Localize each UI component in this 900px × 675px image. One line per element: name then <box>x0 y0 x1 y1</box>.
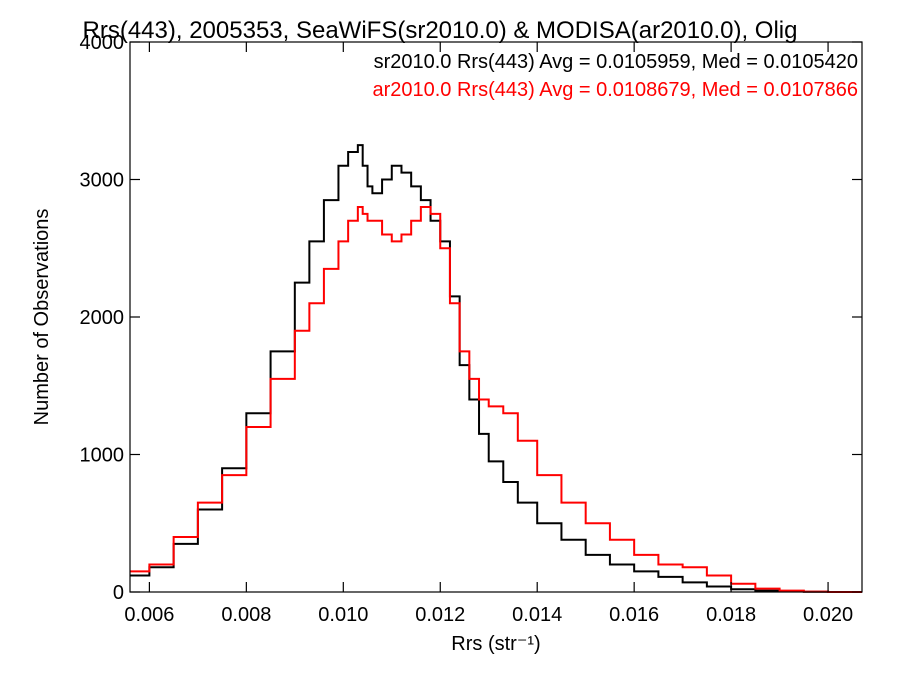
x-tick-label: 0.012 <box>415 604 465 626</box>
series-line-0 <box>130 144 862 593</box>
x-tick-label: 0.008 <box>221 604 271 626</box>
x-tick-label: 0.018 <box>706 604 756 626</box>
series-line-1 <box>130 206 862 593</box>
plot-area: 0.006 0.008 0.010 0.012 0.014 0.016 0.018 0.020… <box>80 32 863 626</box>
y-tick-label: 4000 <box>80 32 125 54</box>
legend-entry-ar2010: ar2010.0 Rrs(443) Avg = 0.0108679, Med =… <box>372 79 858 101</box>
plot-frame <box>129 41 863 593</box>
x-tick-label: 0.020 <box>803 604 853 626</box>
y-tick-label: 1000 <box>80 445 125 467</box>
x-tick-label: 0.014 <box>512 604 562 626</box>
x-tick-label: 0.006 <box>124 604 174 626</box>
y-tick-label: 2000 <box>80 307 125 329</box>
y-tick-label: 3000 <box>80 170 125 192</box>
x-axis: 0.006 0.008 0.010 0.012 0.014 0.016 0.018 0.020 <box>124 42 853 626</box>
chart-title: Rrs(443), 2005353, SeaWiFS(sr2010.0) & M… <box>83 17 798 44</box>
x-tick-label: 0.016 <box>609 604 659 626</box>
legend-entry-sr2010: sr2010.0 Rrs(443) Avg = 0.0105959, Med =… <box>374 51 858 73</box>
y-axis-label: Number of Observations <box>31 209 53 426</box>
y-tick-label: 0 <box>113 582 124 604</box>
x-axis-label: Rrs (str⁻¹) <box>451 633 540 655</box>
series-layer <box>130 144 862 593</box>
y-axis: 0 1000 2000 3000 4000 <box>80 32 862 604</box>
x-tick-label: 0.010 <box>318 604 368 626</box>
